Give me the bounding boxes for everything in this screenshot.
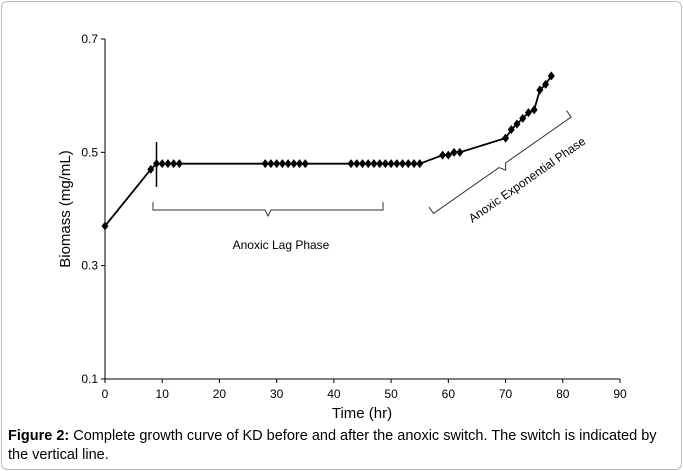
marker	[456, 147, 464, 157]
marker	[347, 159, 355, 169]
x-tick-label: 50	[384, 387, 398, 401]
x-tick-label: 10	[156, 387, 170, 401]
x-tick-label: 60	[442, 387, 456, 401]
marker	[301, 159, 309, 169]
annotation: Anoxic Lag Phase	[233, 238, 330, 252]
marker	[524, 108, 532, 118]
caption: Figure 2: Complete growth curve of KD be…	[8, 427, 676, 465]
marker	[273, 159, 281, 169]
marker	[158, 159, 166, 169]
marker	[101, 221, 109, 231]
marker	[147, 164, 155, 174]
marker	[164, 159, 172, 169]
x-tick-label: 70	[499, 387, 513, 401]
y-axis-title: Biomass (mg/mL)	[57, 150, 74, 268]
marker	[359, 159, 366, 169]
marker	[547, 71, 555, 81]
x-tick-label: 0	[102, 387, 109, 401]
y-tick-label: 0.1	[81, 372, 98, 386]
marker	[502, 133, 510, 143]
x-tick-label: 90	[613, 387, 627, 401]
marker	[364, 159, 372, 169]
marker	[444, 150, 452, 160]
marker	[513, 119, 521, 129]
marker	[542, 79, 550, 89]
marker	[530, 105, 538, 115]
marker	[416, 159, 424, 169]
x-axis-title: Time (hr)	[332, 405, 392, 422]
marker	[387, 159, 395, 169]
marker	[278, 159, 286, 169]
marker	[536, 85, 544, 95]
marker	[296, 159, 304, 169]
x-tick-label: 30	[270, 387, 284, 401]
marker	[175, 159, 183, 169]
chart: Biomass (mg/mL) Time (hr) Anoxic Lag Pha…	[57, 32, 627, 422]
marker	[393, 159, 401, 169]
marker	[376, 159, 384, 169]
marker	[267, 159, 275, 169]
lag-brace	[152, 202, 384, 218]
marker	[153, 159, 160, 169]
marker	[439, 150, 447, 160]
caption-text: Complete growth curve of KD before and a…	[8, 428, 657, 463]
marker	[450, 147, 458, 157]
x-tick-label: 40	[327, 387, 341, 401]
marker	[507, 125, 515, 135]
marker	[399, 159, 407, 169]
y-tick-label: 0.7	[81, 32, 98, 46]
marker	[519, 113, 527, 123]
x-tick-label: 80	[556, 387, 570, 401]
y-tick-label: 0.5	[81, 145, 98, 159]
caption-label: Figure 2:	[8, 428, 70, 444]
marker	[381, 159, 389, 169]
marker	[261, 159, 269, 169]
exp-brace	[428, 110, 572, 215]
marker	[170, 159, 178, 169]
marker	[370, 159, 378, 169]
marker	[353, 159, 361, 169]
marker	[284, 159, 292, 169]
y-tick-label: 0.3	[81, 259, 98, 273]
x-tick-label: 20	[213, 387, 227, 401]
marker	[404, 159, 412, 169]
marker	[290, 159, 298, 169]
marker	[410, 159, 418, 169]
